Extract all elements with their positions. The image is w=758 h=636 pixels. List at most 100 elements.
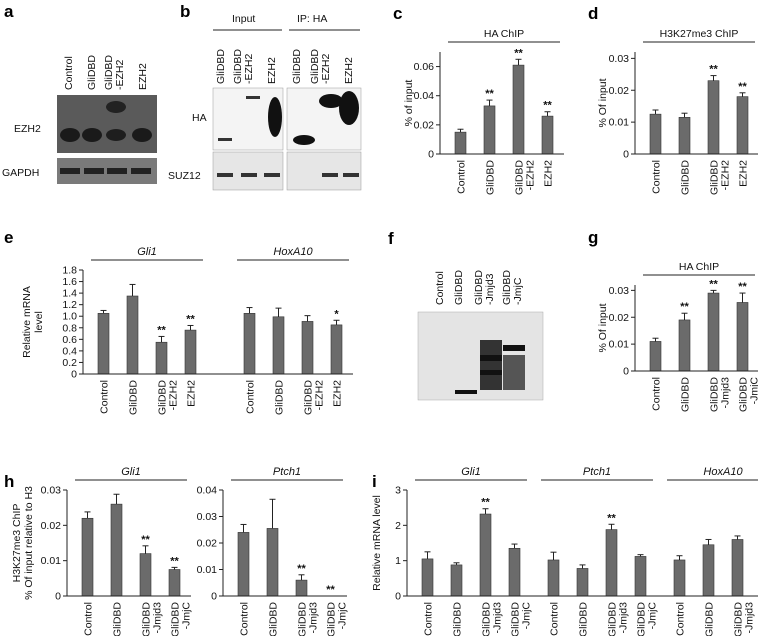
panel-label-f: f <box>388 229 394 248</box>
lane-label: GliDBD-Jmjd3 <box>473 270 496 305</box>
bar <box>243 313 256 375</box>
bar <box>576 568 589 597</box>
significance-mark: ** <box>326 584 335 596</box>
bar <box>512 64 525 155</box>
y-tick-label: 1.2 <box>62 299 77 311</box>
bar <box>184 329 197 375</box>
x-tick-label: Control <box>651 160 663 194</box>
lane-label: EZH2 <box>137 63 149 90</box>
x-tick-label: GliDBD-Jmjd3 <box>733 602 756 636</box>
group-title: Ptch1 <box>273 466 301 478</box>
y-tick-label: 0.06 <box>414 61 435 73</box>
bar <box>508 547 521 597</box>
group-title: Gli1 <box>137 246 157 258</box>
bar <box>272 316 285 375</box>
bar <box>110 503 123 597</box>
lane-label: EZH2 <box>343 57 355 84</box>
bar <box>295 579 308 597</box>
y-axis-label: % of input <box>403 80 415 127</box>
bar <box>483 105 496 155</box>
blot-b-row-label-suz12: SUZ12 <box>168 170 201 182</box>
y-tick-label: 0.02 <box>197 538 218 550</box>
y-axis-label: % Of input <box>597 303 609 352</box>
panel-label-e: e <box>4 228 13 247</box>
x-tick-label: GliDBD <box>578 602 590 636</box>
x-tick-label: GliDBD-EZH2 <box>514 160 537 195</box>
lane-label: GliDBD-JmjC <box>501 270 524 305</box>
x-tick-label: GliDBD-Jmjd3 <box>297 602 320 636</box>
significance-mark: ** <box>481 497 490 509</box>
blot-b-image <box>212 87 362 191</box>
lane-label: EZH2 <box>266 57 278 84</box>
bar <box>330 324 343 375</box>
x-tick-label: GliDBD <box>128 380 140 415</box>
x-tick-label: GliDBD-JmjC <box>510 602 533 636</box>
blot-a-image <box>57 95 157 184</box>
x-tick-label: GliDBD-EZH2 <box>303 380 326 415</box>
y-tick-label: 0.2 <box>62 357 77 369</box>
x-tick-label: GliDBD <box>112 602 124 636</box>
y-tick-label: 0.04 <box>414 90 435 102</box>
panel-label-c: c <box>393 4 402 23</box>
x-tick-label: Control <box>675 602 687 636</box>
y-tick-label: 3 <box>395 485 401 497</box>
chart-c: c 0 0.02 0.04 0.06 % of input Control ** GliDBD *… <box>393 4 564 195</box>
bar <box>547 559 560 597</box>
y-tick-label: 0.03 <box>609 285 630 297</box>
y-tick-label: 0.6 <box>62 334 77 346</box>
panel-label-g: g <box>588 228 598 247</box>
bar <box>736 302 749 372</box>
bar <box>678 117 691 155</box>
significance-mark: ** <box>485 88 494 100</box>
significance-mark: ** <box>514 47 523 59</box>
y-tick-label: 0 <box>623 366 629 378</box>
y-tick-label: 0.03 <box>41 485 62 497</box>
significance-mark: ** <box>186 313 195 325</box>
bar <box>479 513 492 597</box>
bar <box>702 544 715 597</box>
y-tick-label: 0.01 <box>197 564 218 576</box>
chart-h-gli1: h 0 0.01 0.02 0.03 H3K27me3 ChIP% Of input re… <box>4 466 193 636</box>
group-title: Gli1 <box>121 466 141 478</box>
x-tick-label: EZH2 <box>332 380 344 407</box>
y-tick-label: 1.8 <box>62 265 77 277</box>
x-tick-label: Control <box>83 602 95 636</box>
x-tick-label: GliDBD <box>452 602 464 636</box>
group-title: H3K27me3 ChIP <box>660 28 739 40</box>
bar <box>707 80 720 155</box>
x-tick-label: GliDBD <box>680 160 692 195</box>
x-tick-label: GliDBD <box>680 377 692 412</box>
y-tick-label: 2 <box>395 520 401 532</box>
bar <box>605 529 618 597</box>
y-tick-label: 1.0 <box>62 311 77 323</box>
panel-label-d: d <box>588 4 598 23</box>
panel-label-h: h <box>4 472 14 491</box>
lane-label: Control <box>63 56 75 90</box>
significance-mark: ** <box>738 281 747 293</box>
x-tick-label: GliDBD-Jmjd3 <box>607 602 630 636</box>
x-tick-label: GliDBD-JmjC <box>326 602 349 636</box>
blot-a-row-label-ezh2: EZH2 <box>14 123 41 135</box>
significance-mark: ** <box>607 512 616 524</box>
x-tick-label: GliDBD-JmjC <box>636 602 659 636</box>
y-tick-label: 0.03 <box>197 511 218 523</box>
group-title: Gli1 <box>461 466 481 478</box>
x-tick-label: Control <box>456 160 468 194</box>
x-tick-label: GliDBD <box>274 380 286 415</box>
chart-g: g 0 0.01 0.02 0.03% Of input Control ** GliDBD *… <box>588 228 758 412</box>
y-tick-label: 0 <box>55 591 61 603</box>
y-tick-label: 0 <box>71 369 77 381</box>
bar <box>736 96 749 155</box>
bar <box>139 553 152 597</box>
x-tick-label: GliDBD-EZH2 <box>157 380 180 415</box>
y-tick-label: 0.02 <box>609 312 630 324</box>
blot-f-image <box>417 311 544 401</box>
x-tick-label: EZH2 <box>738 160 750 187</box>
group-title: Ptch1 <box>583 466 611 478</box>
y-tick-label: 0.04 <box>197 485 218 497</box>
y-tick-label: 0.01 <box>609 117 630 129</box>
x-tick-label: GliDBD-Jmjd3 <box>141 602 164 636</box>
group-title: HA ChIP <box>679 261 719 273</box>
bar <box>450 564 463 597</box>
bar <box>81 517 94 597</box>
